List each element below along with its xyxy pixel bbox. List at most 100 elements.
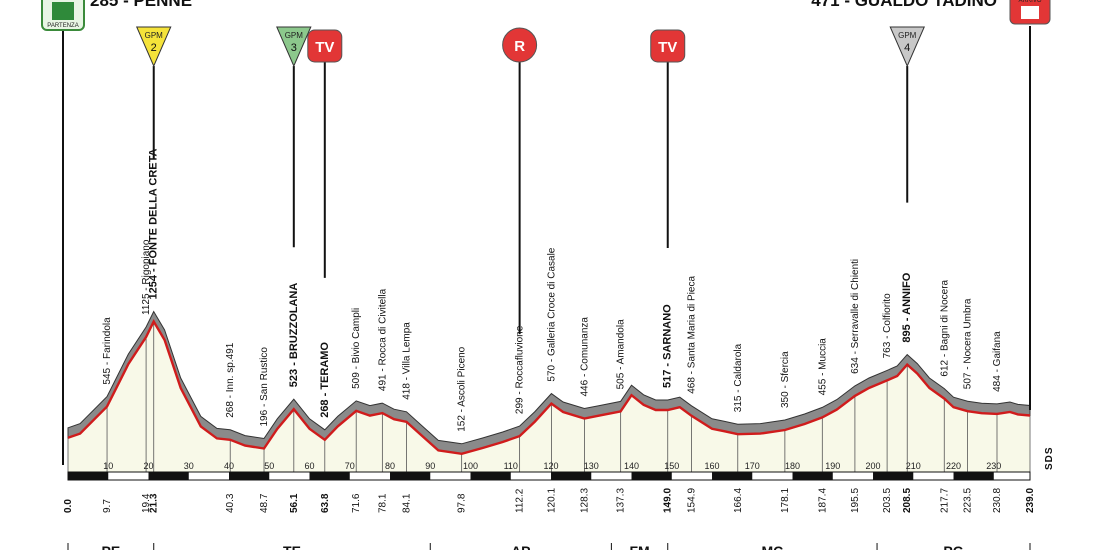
waypoint-label: 315 - Caldarola (733, 343, 744, 412)
waypoint-label: 1254 - FONTE DELLA CRETA (148, 148, 160, 299)
km-label: 217.7 (939, 488, 950, 513)
gpm-triangle (276, 26, 312, 68)
sds-logo: SDS (1044, 446, 1055, 470)
waypoint-label: 299 - Roccafluvione (515, 325, 526, 414)
tick-label: 140 (624, 461, 639, 471)
tick-label: 10 (103, 461, 113, 471)
tick-label: 220 (946, 461, 961, 471)
tick-label: 230 (986, 461, 1001, 471)
axis-segment (953, 472, 994, 480)
km-label: 71.6 (351, 493, 362, 513)
waypoint-label: 523 - BRUZZOLANA (288, 283, 300, 388)
waypoint-label: 570 - Galleria Croce di Casale (546, 247, 557, 381)
km-label: 195.5 (850, 488, 861, 513)
road-line (67, 318, 1031, 456)
waypoint-label: 152 - Ascoli Piceno (457, 346, 468, 431)
tick-label: 190 (825, 461, 840, 471)
finish-sign-icon (1021, 6, 1039, 19)
province-label: AP (511, 543, 530, 550)
km-label: 78.1 (377, 493, 388, 513)
axis-segment (470, 472, 511, 480)
km-label: 137.3 (616, 488, 627, 513)
tick-label: 90 (425, 461, 435, 471)
profile-ridge-layer (67, 310, 1031, 456)
axis-segment (792, 472, 833, 480)
tick-label: 60 (304, 461, 314, 471)
waypoint-label: 509 - Bivio Campli (351, 308, 362, 389)
axis-segment (551, 472, 592, 480)
km-label: 149.0 (663, 488, 674, 513)
waypoint-label: 268 - TERAMO (319, 342, 331, 418)
axis-segment (873, 472, 914, 480)
waypoint-label: 634 - Serravalle di Chienti (850, 259, 861, 374)
km-label: 128.3 (579, 488, 590, 513)
waypoint-label: 545 - Farindola (102, 317, 113, 385)
province-bar: PE TE AP FM MC PG (67, 543, 1031, 550)
tick-label: 50 (264, 461, 274, 471)
km-label: 120.1 (546, 488, 557, 513)
gpm-triangle (889, 26, 925, 68)
km-label: 0.0 (63, 499, 74, 513)
km-label: 19.4 (141, 493, 152, 513)
tick-label: 20 (143, 461, 153, 471)
tick-label: 160 (705, 461, 720, 471)
province-label: PG (943, 543, 963, 550)
tick-label: 150 (664, 461, 679, 471)
tick-label: 40 (224, 461, 234, 471)
km-label: 187.4 (817, 488, 828, 513)
finish-town: 471 - GUALDO TADINO (811, 0, 997, 10)
km-label: 40.3 (225, 493, 236, 513)
stage-markers: GPM 2 GPM 3 TV R TV GPM 4 (135, 26, 925, 335)
waypoint-label: 268 - Inn. sp.491 (225, 342, 236, 417)
km-label: 97.8 (457, 493, 468, 513)
tv-box (307, 29, 343, 63)
axis-segment (68, 472, 109, 480)
tick-label: 120 (543, 461, 558, 471)
km-label: 208.5 (902, 488, 913, 513)
waypoint-label: 895 - ANNIFO (901, 272, 913, 342)
tick-label: 80 (385, 461, 395, 471)
waypoint-label: 505 - Amandola (616, 319, 627, 389)
tick-label: 130 (584, 461, 599, 471)
km-label: 112.2 (515, 488, 526, 513)
profile-area-layer (68, 321, 1030, 472)
waypoint-label: 446 - Comunanza (579, 317, 590, 397)
axis-segment (148, 472, 189, 480)
waypoint-label: 196 - San Rustico (259, 347, 270, 427)
gpm-triangle (135, 26, 172, 68)
km-label: 21.3 (149, 493, 160, 513)
tick-label: 110 (504, 461, 518, 471)
tick-label: 170 (745, 461, 760, 471)
km-label: 9.7 (102, 499, 113, 513)
waypoint-lines-layer (67, 321, 1031, 472)
axis-segment (390, 472, 431, 480)
province-label: MC (762, 543, 784, 550)
gpm-label: GPM (898, 31, 917, 40)
waypoint-label: 484 - Gaifana (992, 331, 1003, 392)
km-label: 203.5 (882, 488, 893, 513)
gpm-number: 2 (151, 42, 157, 54)
waypoint-label: 468 - Santa Maria di Pieca (687, 276, 698, 394)
gpm-number: 3 (291, 42, 297, 54)
km-label: 84.1 (402, 493, 413, 513)
tick-label: 210 (906, 461, 921, 471)
gpm-label: GPM (285, 31, 304, 40)
province-label: PE (102, 543, 121, 550)
waypoint-label: 491 - Rocca di Civitella (377, 288, 388, 391)
waypoint-label: 507 - Nocera Umbra (963, 298, 974, 389)
km-label: 223.5 (963, 488, 974, 513)
axis-segment (309, 472, 350, 480)
axis-segment (712, 472, 753, 480)
km-label: 63.8 (320, 493, 331, 513)
refuel-label: R (514, 38, 525, 55)
km-labels: 0.0 9.7 19.421.3 40.3 48.7 56.1 63.8 71.6 78.1 84… (63, 488, 1036, 513)
tv-label: TV (315, 39, 334, 56)
km-label: 178.1 (780, 488, 791, 513)
start-sign-icon (52, 2, 74, 20)
km-label: 166.4 (733, 488, 744, 513)
km-label: 154.9 (687, 488, 698, 513)
finish-sign-text: ARRIVO (1018, 0, 1041, 4)
distance-axis: 10 20 30 40 50 60 70 80 90 100 110 120 130 140 150 160 1… (67, 461, 1031, 481)
